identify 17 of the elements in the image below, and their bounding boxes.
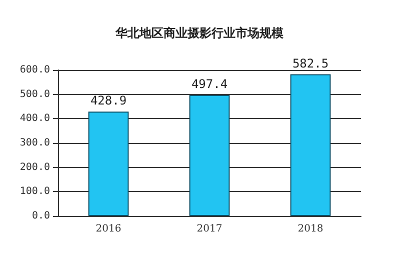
bar: [189, 94, 230, 216]
bar: [290, 74, 331, 216]
y-tick-label: 200.0: [20, 162, 50, 173]
y-tick-label: 500.0: [20, 88, 50, 100]
y-tick-label: 600.0: [20, 64, 50, 76]
x-tick-label: 2017: [196, 224, 222, 234]
bar: [88, 112, 129, 216]
x-tick-label: 2016: [96, 224, 122, 234]
data-label: 582.5: [292, 56, 329, 70]
y-tick-label: 0.0: [32, 210, 50, 222]
data-label: 428.9: [90, 94, 127, 108]
y-tick-label: 100.0: [20, 186, 50, 198]
chart-title: 华北地区商业摄影行业市场规模: [114, 26, 284, 40]
y-tick-label: 300.0: [20, 138, 50, 148]
y-tick-label: 400.0: [20, 113, 50, 124]
data-label: 497.4: [191, 76, 228, 91]
x-tick-label: 2018: [298, 224, 324, 234]
